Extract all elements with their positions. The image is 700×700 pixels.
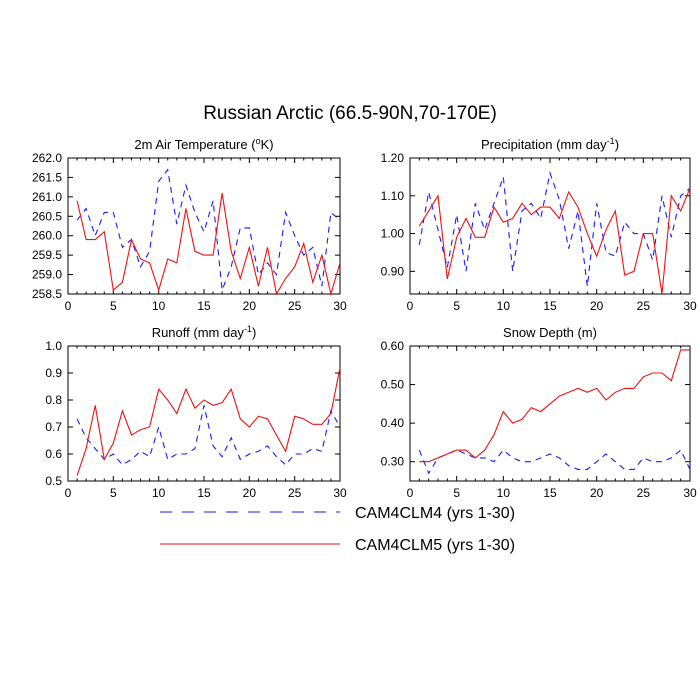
chart-panel-1: Precipitation (mm day-1) 0 5 10 15 20 25 30 0.90… (381, 136, 697, 313)
y-tick-label: 262.0 (32, 151, 62, 165)
panel-title-tail: ) (615, 137, 619, 152)
legend-label-cam4clm5: CAM4CLM5 (yrs 1-30) (355, 537, 515, 554)
x-tick-label: 5 (453, 299, 460, 313)
y-tick-label: 0.60 (381, 339, 405, 353)
x-tick-label: 25 (288, 299, 302, 313)
series-line-cam4clm4 (76, 168, 341, 291)
y-tick-label: 1.0 (45, 339, 62, 353)
y-tick-label: 0.5 (45, 474, 62, 488)
y-tick-label: 0.50 (381, 378, 405, 392)
x-tick-label: 30 (683, 299, 697, 313)
x-tick-label: 25 (637, 299, 651, 313)
y-tick-label: 0.40 (381, 416, 405, 430)
x-tick-label: 15 (543, 299, 557, 313)
x-tick-label: 20 (590, 486, 604, 500)
x-tick-label: 25 (288, 486, 302, 500)
chart-panel-2: Runoff (mm day-1) 0 5 10 15 20 25 30 0.5 0.6 0.7 0.… (45, 324, 347, 500)
x-tick-label: 25 (637, 486, 651, 500)
y-tick-label: 1.20 (381, 151, 405, 165)
series-line-cam4clm5 (419, 349, 690, 463)
plot-frame (409, 157, 691, 295)
plot-frame (67, 157, 341, 295)
x-tick-label: 0 (407, 486, 414, 500)
y-tick-label: 0.6 (45, 447, 62, 461)
x-tick-label: 30 (683, 486, 697, 500)
legend-label-cam4clm4: CAM4CLM4 (yrs 1-30) (355, 505, 515, 522)
y-tick-label: 0.9 (45, 366, 62, 380)
x-tick-label: 0 (65, 299, 72, 313)
plot-frame (67, 345, 341, 482)
x-tick-label: 15 (543, 486, 557, 500)
x-tick-label: 10 (152, 486, 166, 500)
panel-title-tail: ) (252, 325, 256, 340)
y-tick-label: 261.0 (32, 190, 62, 204)
y-tick-label: 0.30 (381, 455, 405, 469)
x-tick-label: 10 (152, 299, 166, 313)
series-line-cam4clm5 (76, 192, 341, 297)
panel-title-superscript: -1 (607, 136, 615, 146)
panel-title-text: Runoff (mm day (152, 325, 245, 340)
x-tick-label: 20 (590, 299, 604, 313)
y-tick-label: 259.5 (32, 248, 62, 262)
panel-title: Runoff (mm day-1) (152, 324, 257, 340)
series-line-cam4clm4 (76, 405, 341, 466)
x-tick-label: 5 (110, 486, 117, 500)
plot-frame (409, 345, 691, 482)
y-tick-label: 0.8 (45, 393, 62, 407)
chart-panel-0: 2m Air Temperature (oK) 0 5 10 15 20 25 30 258.5… (32, 136, 347, 313)
x-tick-label: 30 (333, 486, 347, 500)
x-tick-label: 10 (497, 486, 511, 500)
y-tick-label: 261.5 (32, 170, 62, 184)
chart-panel-3: Snow Depth (m) 0 5 10 15 20 25 30 0.30 0.40 0.50 0.… (381, 325, 697, 500)
y-tick-label: 1.10 (381, 189, 405, 203)
x-tick-label: 10 (497, 299, 511, 313)
x-tick-label: 0 (65, 486, 72, 500)
y-tick-label: 260.0 (32, 229, 62, 243)
x-tick-label: 5 (453, 486, 460, 500)
y-tick-label: 259.0 (32, 268, 62, 282)
y-tick-label: 0.7 (45, 420, 62, 434)
figure-title: Russian Arctic (66.5-90N,70-170E) (203, 103, 497, 124)
panel-title-text: 2m Air Temperature ( (134, 137, 256, 152)
x-tick-label: 0 (407, 299, 414, 313)
panel-title: Precipitation (mm day-1) (481, 136, 619, 152)
panel-title-text: Snow Depth (m) (503, 325, 597, 340)
series-line-cam4clm4 (418, 171, 691, 287)
series-line-cam4clm5 (76, 367, 341, 476)
series-line-cam4clm5 (418, 187, 691, 295)
panel-title: Snow Depth (m) (503, 325, 597, 340)
y-tick-label: 0.90 (381, 264, 405, 278)
x-tick-label: 30 (333, 299, 347, 313)
panel-title-superscript: o (256, 136, 261, 146)
series-line-cam4clm4 (418, 449, 691, 475)
legend: CAM4CLM4 (yrs 1-30) CAM4CLM5 (yrs 1-30) (160, 505, 515, 554)
x-tick-label: 15 (197, 486, 211, 500)
x-tick-label: 20 (243, 486, 257, 500)
panel-title: 2m Air Temperature (oK) (134, 136, 273, 152)
panel-title-superscript: -1 (244, 324, 252, 334)
panel-title-text: Precipitation (mm day (481, 137, 607, 152)
y-tick-label: 260.5 (32, 209, 62, 223)
x-tick-label: 5 (110, 299, 117, 313)
panel-title-tail: K) (261, 137, 274, 152)
x-tick-label: 15 (197, 299, 211, 313)
x-tick-label: 20 (243, 299, 257, 313)
chart-panels: 2m Air Temperature (oK) 0 5 10 15 20 25 30 258.5… (32, 136, 697, 500)
y-tick-label: 1.00 (381, 227, 405, 241)
y-tick-label: 258.5 (32, 287, 62, 301)
